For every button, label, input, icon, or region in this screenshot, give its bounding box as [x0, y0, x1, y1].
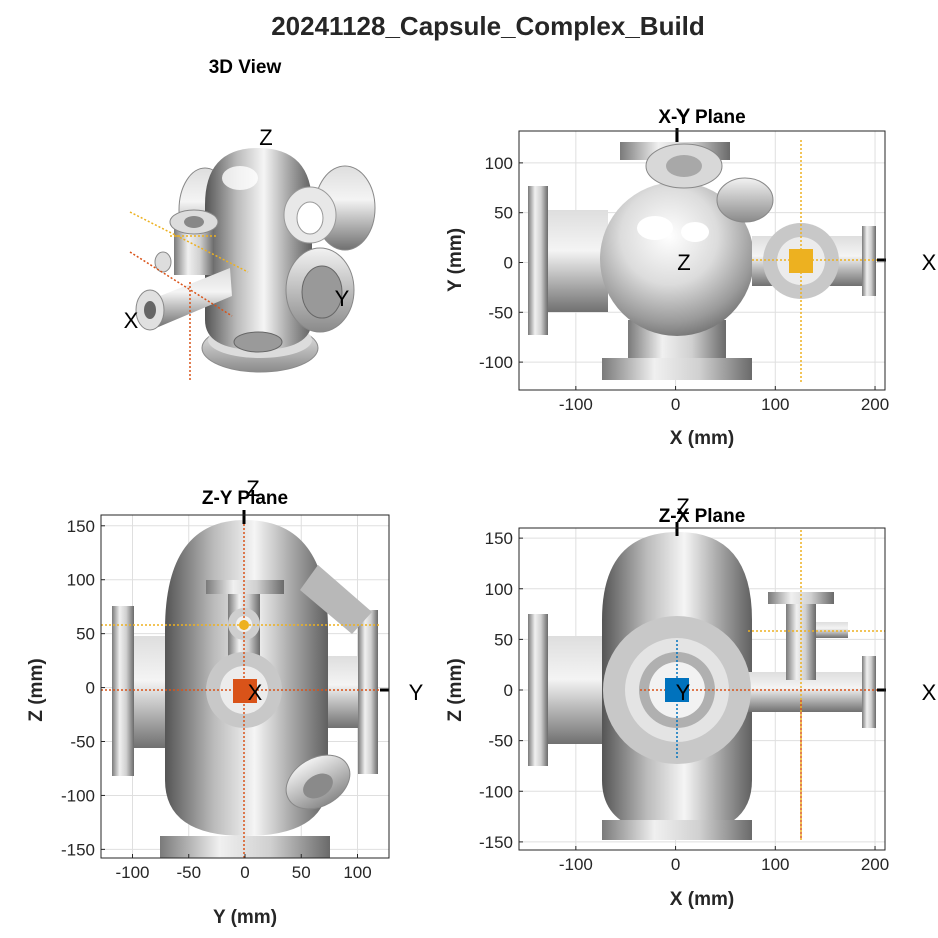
zy-xtick-label: 50 [292, 863, 311, 882]
3d-model [135, 148, 376, 373]
zx-xtick-label: 200 [861, 855, 889, 874]
3d-x-label: X [124, 308, 139, 333]
zy-xtick-label: -100 [115, 863, 149, 882]
zx-ytick-label: -50 [488, 732, 513, 751]
xy-ytick-label: -100 [479, 353, 513, 372]
panel-zx-plane: -100 0 100 200 -150 -100 -50 0 50 100 150 Z-X Plan… [445, 494, 937, 910]
zx-xtick-label: 100 [761, 855, 789, 874]
xy-xtick-label: 0 [671, 395, 680, 414]
zy-ytick-label: 100 [67, 571, 95, 590]
panel-xy-plane: -100 0 100 200 -100 -50 0 50 100 X-Y Plane Y X Z… [445, 104, 937, 449]
zx-ytick-label: 150 [485, 529, 513, 548]
xy-ytick-label: 0 [504, 253, 513, 272]
zy-ytick-label: -50 [70, 733, 95, 752]
zy-ytick-label: 50 [76, 625, 95, 644]
xy-ticks: -100 0 100 200 -100 -50 0 50 100 [479, 154, 889, 414]
xy-xtick-label: 100 [761, 395, 789, 414]
zx-top-marker: Z [676, 494, 689, 519]
panel-3d-title: 3D View [209, 57, 282, 78]
xy-ytick-label: 50 [494, 204, 513, 223]
zx-ytick-label: 50 [494, 630, 513, 649]
zx-right-marker: X [922, 680, 937, 705]
zy-ytick-label: -100 [61, 786, 95, 805]
xy-xtick-label: -100 [559, 395, 593, 414]
3d-z-label: Z [259, 125, 272, 150]
zx-model [528, 532, 876, 840]
xy-ytick-label: -50 [488, 303, 513, 322]
zx-xtick-label: -100 [559, 855, 593, 874]
xy-ylabel: Y (mm) [445, 228, 466, 292]
zy-xtick-label: 100 [343, 863, 371, 882]
xy-title: X-Y Plane [658, 107, 745, 128]
zy-xtick-label: 0 [240, 863, 249, 882]
zx-ticks: -100 0 100 200 -150 -100 -50 0 50 100 150 [479, 529, 889, 874]
xy-center-marker: Z [677, 250, 690, 275]
zx-xlabel: X (mm) [670, 889, 734, 910]
zy-ytick-label: -150 [61, 840, 95, 859]
zy-top-marker: Z [246, 476, 259, 501]
zx-title: Z-X Plane [659, 506, 746, 527]
figure-title: 20241128_Capsule_Complex_Build [271, 11, 705, 41]
xy-model [528, 142, 876, 380]
3d-y-label: Y [335, 286, 350, 311]
zy-ytick-label: 150 [67, 517, 95, 536]
zy-title: Z-Y Plane [202, 488, 288, 509]
zy-xlabel: Y (mm) [213, 907, 277, 928]
panel-zy-plane: -100 -50 0 50 100 -150 -100 -50 0 50 100 150 Z-Y Pl… [26, 476, 424, 928]
xy-ytick-label: 100 [485, 154, 513, 173]
zx-ytick-label: 0 [504, 681, 513, 700]
xy-right-marker: X [922, 250, 937, 275]
xy-xtick-label: 200 [861, 395, 889, 414]
xy-xlabel: X (mm) [670, 428, 734, 449]
zy-ytick-label: 0 [86, 679, 95, 698]
panel-3d-view: 3D View [124, 57, 376, 382]
xy-top-marker: Y [676, 104, 691, 129]
zx-xtick-label: 0 [671, 855, 680, 874]
zx-ytick-label: 100 [485, 580, 513, 599]
zx-center-marker: Y [676, 680, 691, 705]
zy-ylabel: Z (mm) [26, 658, 47, 721]
zy-center-marker: X [248, 680, 263, 705]
zx-ytick-label: -100 [479, 782, 513, 801]
zx-ytick-label: -150 [479, 833, 513, 852]
zy-ticks: -100 -50 0 50 100 -150 -100 -50 0 50 100 150 [61, 517, 372, 882]
zy-model [112, 520, 378, 858]
zy-right-marker: Y [409, 680, 424, 705]
zx-ylabel: Z (mm) [445, 658, 466, 721]
zy-xtick-label: -50 [176, 863, 201, 882]
